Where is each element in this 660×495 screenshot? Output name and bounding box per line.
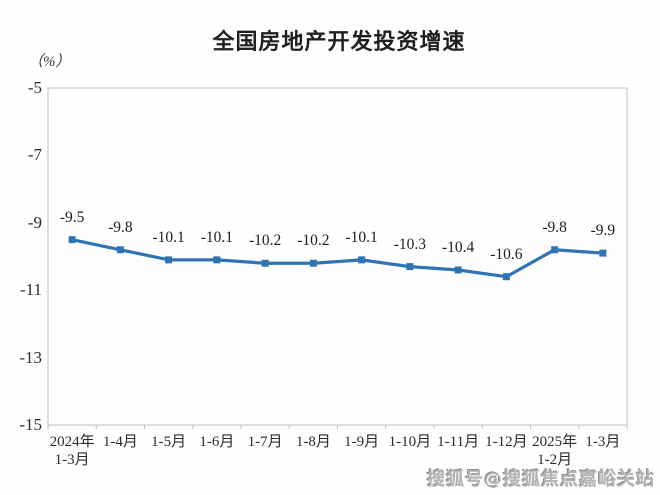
- x-tick-label: 1-8月: [270, 433, 356, 451]
- y-tick-label: -11: [19, 280, 42, 300]
- data-point-marker: [502, 273, 510, 281]
- data-point-marker: [261, 259, 269, 267]
- y-tick-label: -9: [27, 212, 42, 232]
- data-point-marker: [358, 256, 366, 264]
- data-label: -10.2: [297, 232, 330, 250]
- data-label: -10.3: [393, 235, 427, 253]
- x-tick-label: 1-10月: [367, 433, 453, 451]
- x-tick-label: 1-4月: [77, 433, 163, 451]
- data-point-marker: [213, 256, 221, 264]
- data-label: -10.6: [490, 245, 523, 263]
- data-label: -9.8: [108, 218, 133, 236]
- x-tick-label-line: 1-11月: [437, 434, 480, 450]
- x-tick-label: 1-7月: [222, 433, 308, 451]
- x-tick-label-line: 1-9月: [344, 434, 380, 450]
- data-point-marker: [406, 263, 414, 271]
- x-tick-label: 2024年 1-3月: [29, 433, 115, 469]
- y-tick-label: -5: [27, 78, 42, 97]
- data-label: -10.1: [345, 228, 378, 246]
- data-label: -10.1: [152, 228, 185, 246]
- watermark: 搜狐号@搜狐焦点嘉峪关站: [427, 469, 655, 490]
- data-point-marker: [165, 256, 173, 264]
- x-tick-label-line: 1-5月: [151, 434, 187, 450]
- x-tick-label-line: 1-6月: [199, 434, 235, 450]
- x-tick-label-line: 1-8月: [295, 434, 331, 450]
- x-tick-label-line: 1-2月: [537, 452, 573, 468]
- data-point-marker: [116, 246, 124, 254]
- x-tick-label: 1-11月: [415, 433, 501, 451]
- data-label: -10.4: [441, 238, 475, 256]
- data-label: -9.8: [542, 218, 567, 236]
- y-tick-label: -15: [19, 415, 42, 434]
- data-label: -9.5: [59, 208, 85, 226]
- data-point-marker: [309, 259, 317, 267]
- x-tick-label: 1-12月: [463, 433, 549, 451]
- data-label: -9.9: [590, 222, 616, 240]
- x-tick-label: 1-3月: [560, 433, 646, 451]
- x-tick-label-line: 1-4月: [102, 434, 138, 450]
- data-label: -10.1: [200, 228, 234, 246]
- x-tick-label-line: 1-3月: [54, 452, 90, 468]
- data-point-marker: [454, 266, 462, 274]
- x-tick-label-line: 1-10月: [388, 434, 432, 450]
- chart-title: 全国房地产开发投资增速: [212, 30, 466, 55]
- x-tick-label: 1-9月: [319, 433, 405, 451]
- data-label: -10.2: [248, 232, 282, 250]
- data-point-marker: [68, 236, 76, 244]
- x-tick-label-line: 1-7月: [247, 434, 283, 450]
- data-point-marker: [551, 246, 559, 254]
- x-tick-label-line: 1-3月: [585, 434, 621, 450]
- data-line: [71, 238, 603, 279]
- data-point-marker: [599, 249, 607, 257]
- x-tick-label-line: 2024年: [49, 434, 95, 450]
- y-tick-label: -7: [27, 145, 42, 165]
- y-tick-label: -13: [19, 347, 42, 367]
- x-tick-label: 1-5月: [126, 433, 212, 451]
- x-tick-label: 2025年 1-2月: [512, 433, 598, 469]
- x-tick-label: 1-6月: [174, 433, 260, 451]
- y-axis-unit-label: （%）: [28, 54, 71, 70]
- x-tick-label-line: 2025年: [532, 434, 578, 450]
- x-tick-label-line: 1-12月: [485, 434, 528, 450]
